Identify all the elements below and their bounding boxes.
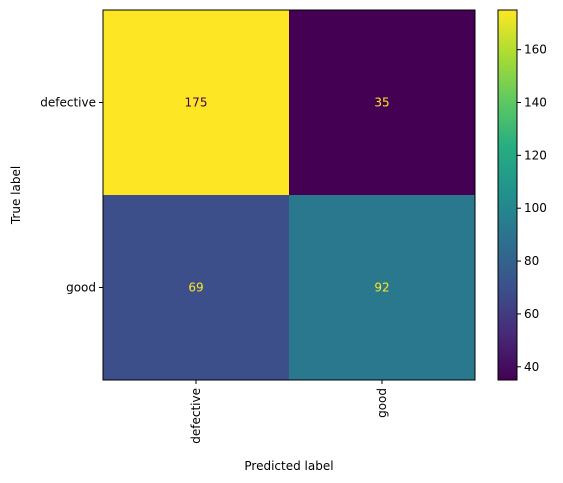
cell-value-label: 175 <box>185 96 208 110</box>
heatmap-cell <box>289 195 475 380</box>
y-tick-label: defective <box>40 96 96 110</box>
cell-value-label: 69 <box>188 281 203 295</box>
heatmap-cell <box>103 10 289 195</box>
y-axis-label: True label <box>9 166 23 225</box>
heatmap-cell <box>289 10 475 195</box>
x-tick-label: good <box>375 388 389 418</box>
heatmap-cells <box>103 10 475 380</box>
plot-frame <box>102 9 476 381</box>
colorbar-tick-label: 60 <box>524 307 539 321</box>
y-axis-ticks: defective good <box>40 96 103 295</box>
cell-value-label: 35 <box>374 96 389 110</box>
colorbar-frame <box>497 9 518 381</box>
y-tick-label: good <box>66 281 96 295</box>
x-axis-label: Predicted label <box>244 459 333 473</box>
cell-value-label: 92 <box>374 281 389 295</box>
colorbar-tick-label: 100 <box>524 201 547 215</box>
colorbar-tick-label: 120 <box>524 148 547 162</box>
colorbar-tick-label: 160 <box>524 43 547 57</box>
colorbar <box>498 10 517 380</box>
heatmap-cell <box>103 195 289 380</box>
cell-value-labels: 175 35 69 92 <box>185 96 390 295</box>
colorbar-ticks: 40 60 80 100 120 140 160 <box>517 43 547 374</box>
x-tick-label: defective <box>189 388 203 444</box>
colorbar-tick-label: 140 <box>524 96 547 110</box>
colorbar-tick-label: 80 <box>524 254 539 268</box>
colorbar-tick-label: 40 <box>524 360 539 374</box>
x-axis-ticks: defective good <box>189 380 389 444</box>
